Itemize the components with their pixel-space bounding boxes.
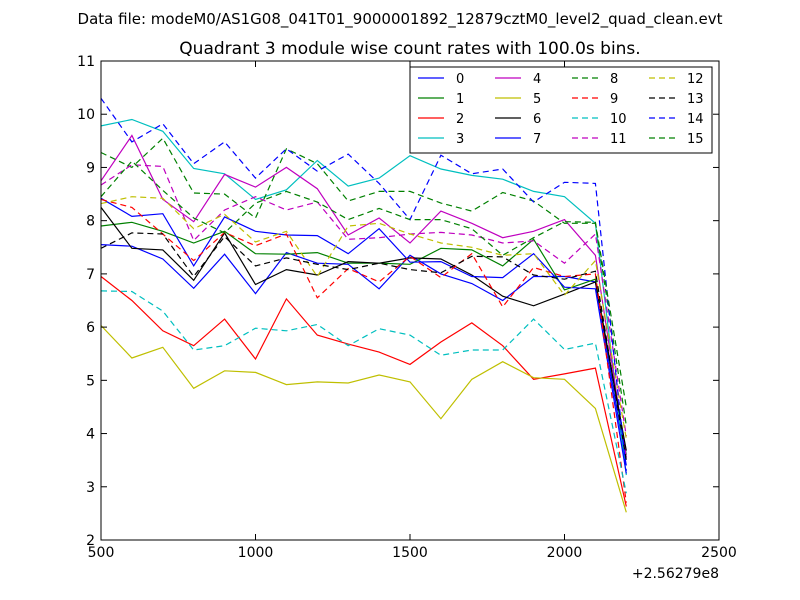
y-tick-label: 11 — [77, 54, 95, 70]
series-line-12 — [100, 196, 627, 440]
x-tick-label: 2000 — [547, 545, 583, 561]
series-line-2 — [100, 276, 627, 507]
y-tick-label: 7 — [86, 267, 95, 283]
y-tick-label: 2 — [86, 533, 95, 549]
y-tick-label: 4 — [86, 427, 95, 443]
legend-box — [409, 66, 713, 154]
x-offset-label: +2.56279e8 — [632, 566, 719, 582]
series-line-5 — [100, 325, 627, 513]
series-line-9 — [100, 198, 627, 503]
legend-label-2: 2 — [456, 112, 464, 127]
legend-label-6: 6 — [533, 112, 541, 127]
series-line-1 — [100, 221, 627, 455]
y-tick-label: 8 — [86, 214, 95, 230]
series-line-3 — [100, 118, 627, 476]
legend-label-11: 11 — [610, 132, 627, 147]
x-tick-label: 1000 — [238, 545, 274, 561]
series-line-15 — [100, 160, 627, 407]
legend-label-9: 9 — [610, 92, 618, 107]
legend-label-4: 4 — [533, 72, 541, 87]
legend-label-3: 3 — [456, 132, 464, 147]
chart-title: Quadrant 3 module wise count rates with … — [179, 39, 640, 59]
series-line-14 — [100, 97, 627, 471]
series-line-11 — [100, 164, 627, 437]
y-tick-label: 10 — [77, 107, 95, 123]
series-line-8 — [100, 137, 627, 426]
legend-label-12: 12 — [687, 72, 704, 87]
x-tick-label: 500 — [88, 545, 115, 561]
series-line-7 — [100, 197, 627, 474]
legend-label-5: 5 — [533, 92, 541, 107]
legend-label-13: 13 — [687, 92, 704, 107]
legend-label-14: 14 — [687, 112, 704, 127]
legend-label-1: 1 — [456, 92, 464, 107]
legend-label-0: 0 — [456, 72, 464, 87]
y-tick-label: 6 — [86, 320, 95, 336]
legend-label-10: 10 — [610, 112, 627, 127]
y-tick-label: 9 — [86, 160, 95, 176]
figure-suptitle: Data file: modeM0/AS1G08_041T01_90000018… — [78, 10, 723, 29]
x-tick-label: 2500 — [701, 545, 737, 561]
y-tick-label: 3 — [86, 480, 95, 496]
series-line-0 — [100, 244, 627, 466]
series-line-13 — [100, 232, 627, 461]
legend-label-7: 7 — [533, 132, 541, 147]
series-line-4 — [100, 134, 627, 458]
y-tick-label: 5 — [86, 373, 95, 389]
series-line-6 — [100, 207, 627, 451]
legend-label-15: 15 — [687, 132, 704, 147]
x-tick-label: 1500 — [392, 545, 428, 561]
series-line-10 — [100, 290, 627, 494]
series-layer — [100, 97, 627, 513]
legend-label-8: 8 — [610, 72, 618, 87]
